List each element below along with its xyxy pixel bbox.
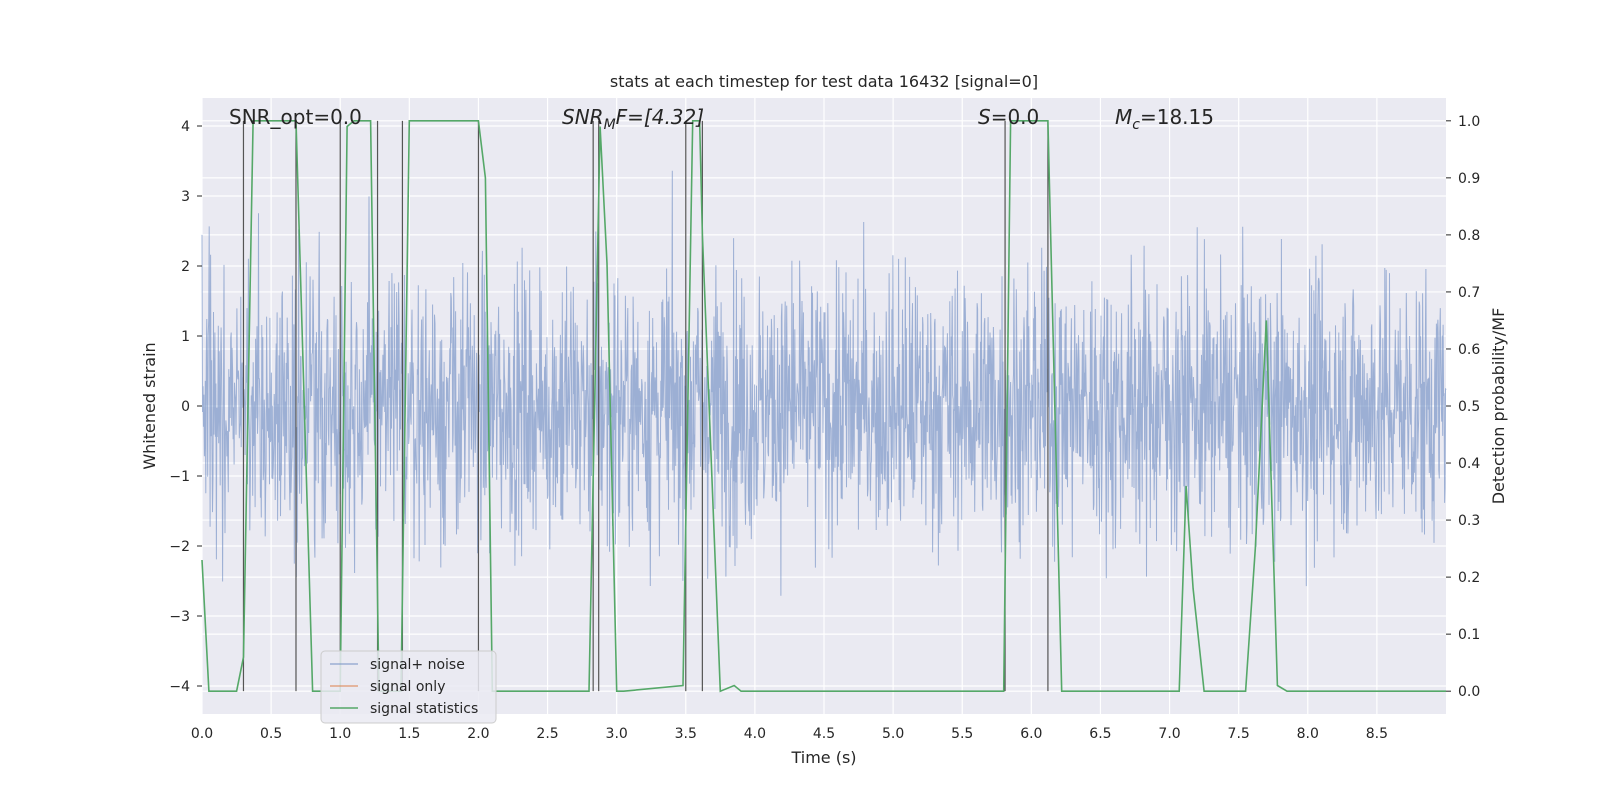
y-tick-label: −4 [169, 679, 190, 695]
annotation-snr-mf: SNRMF=[4.32] [562, 105, 704, 133]
y-right-tick-label: 0.7 [1458, 285, 1480, 301]
y-right-tick-label: 0.0 [1458, 684, 1480, 700]
y-right-tick-label: 0.1 [1458, 627, 1480, 643]
x-tick-label: 8.5 [1366, 726, 1388, 742]
x-tick-label: 1.5 [398, 726, 420, 742]
annotation-s: S=0.0 [978, 105, 1039, 129]
annotation-mc: Mc=18.15 [1115, 105, 1214, 133]
legend-label-signal-statistics: signal statistics [370, 701, 478, 717]
y-axis-label: Whitened strain [140, 342, 159, 469]
y-tick-label: −1 [169, 469, 190, 485]
x-axis: 0.0 0.5 1.0 1.5 2.0 2.5 3.0 3.5 4.0 4.5 5.0 5.5 6.0 6… [191, 726, 1388, 742]
x-tick-label: 4.5 [813, 726, 835, 742]
y-tick-label: −2 [169, 539, 190, 555]
annotation-snr-mf-symbol: SNR [562, 105, 604, 129]
x-axis-label: Time (s) [790, 748, 856, 767]
x-tick-label: 7.5 [1228, 726, 1250, 742]
x-tick-label: 6.5 [1089, 726, 1111, 742]
y-right-tick-label: 0.8 [1458, 228, 1480, 244]
x-tick-label: 0.0 [191, 726, 213, 742]
x-tick-label: 1.0 [329, 726, 351, 742]
x-tick-label: 3.0 [606, 726, 628, 742]
y-axis-left: 4 3 2 1 0 −1 −2 −3 −4 [169, 119, 202, 695]
legend-label-signal-only: signal only [370, 679, 445, 695]
y-axis-right: 1.0 0.9 0.8 0.7 0.6 0.5 0.4 0.3 0.2 0.1 0.0 [1446, 114, 1480, 700]
y-tick-label: 1 [181, 329, 190, 345]
annotation-snr-mf-value: F=[4.32] [616, 105, 704, 129]
y-tick-label: 4 [181, 119, 190, 135]
annotation-s-symbol: S [978, 105, 991, 129]
x-tick-label: 0.5 [260, 726, 282, 742]
y-right-tick-label: 0.3 [1458, 513, 1480, 529]
x-tick-label: 2.5 [536, 726, 558, 742]
x-tick-label: 8.0 [1297, 726, 1319, 742]
y-right-tick-label: 1.0 [1458, 114, 1480, 130]
series-signal-noise [201, 170, 1447, 596]
series-signal-statistics [201, 120, 1446, 693]
y-tick-label: −3 [169, 609, 190, 625]
annotation-snr-mf-sub: M [604, 117, 616, 133]
legend-label-signal-noise: signal+ noise [370, 657, 465, 673]
y-tick-label: 3 [181, 189, 190, 205]
y-right-tick-label: 0.2 [1458, 570, 1480, 586]
noise-trace [201, 170, 1447, 596]
y-axis-right-label: Detection probability/MF [1489, 308, 1508, 505]
annotation-s-value: =0.0 [991, 105, 1040, 129]
x-tick-label: 5.0 [882, 726, 904, 742]
x-tick-label: 5.5 [951, 726, 973, 742]
chart-title: stats at each timestep for test data 164… [610, 72, 1038, 91]
x-tick-label: 6.0 [1020, 726, 1042, 742]
legend-box [320, 650, 497, 724]
x-tick-label: 3.5 [675, 726, 697, 742]
x-tick-label: 4.0 [744, 726, 766, 742]
y-right-tick-label: 0.5 [1458, 399, 1480, 415]
x-tick-label: 2.0 [467, 726, 489, 742]
y-right-tick-label: 0.4 [1458, 456, 1480, 472]
y-right-tick-label: 0.9 [1458, 171, 1480, 187]
annotation-snr-opt: SNR_opt=0.0 [229, 105, 362, 129]
y-tick-label: 0 [181, 399, 190, 415]
annotation-mc-sub: c [1132, 117, 1140, 133]
annotation-mc-value: =18.15 [1140, 105, 1214, 129]
legend: signal+ noise signal only signal statist… [320, 650, 497, 724]
y-right-tick-label: 0.6 [1458, 342, 1480, 358]
annotation-mc-symbol: M [1115, 105, 1132, 129]
y-tick-label: 2 [181, 259, 190, 275]
x-tick-label: 7.0 [1158, 726, 1180, 742]
